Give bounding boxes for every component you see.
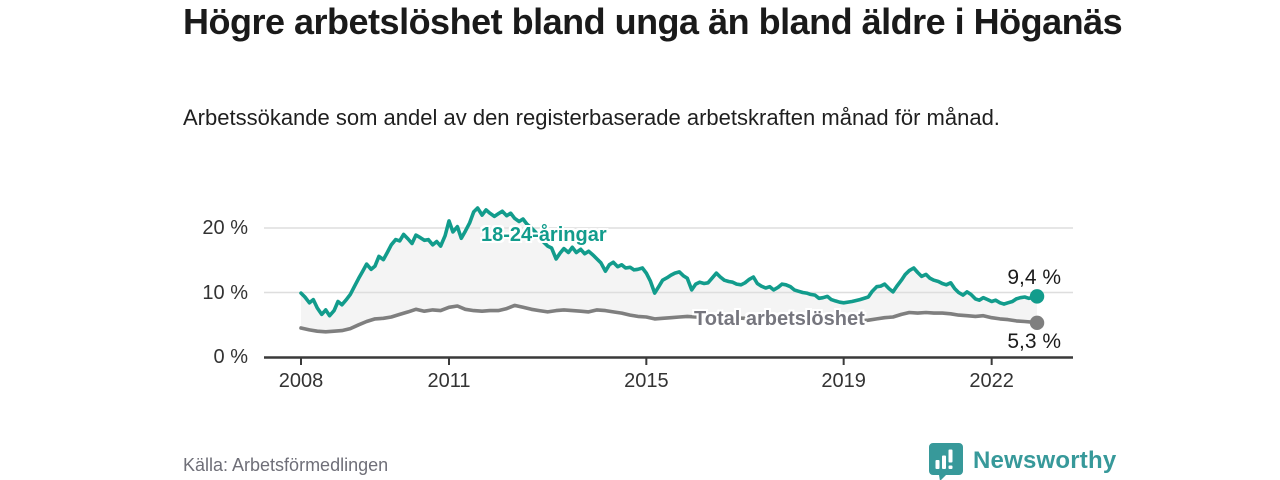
end-value-18-24: 9,4 % (1007, 266, 1062, 290)
chart-subtitle: Arbetssökande som andel av den registerb… (183, 105, 1000, 130)
x-tick-label: 2019 (821, 370, 866, 392)
x-tick-label: 2022 (969, 370, 1014, 392)
end-value-total: 5,3 % (1007, 329, 1062, 353)
x-tick-label: 2015 (624, 370, 669, 392)
y-tick-label: 10 % (202, 281, 248, 304)
y-tick-label: 0 % (213, 346, 248, 368)
newsworthy-bubble-chart-icon (929, 443, 963, 480)
chart-title: Högre arbetslöshet bland unga än bland ä… (183, 1, 1123, 42)
series-label-total: Total arbetslöshet (694, 308, 865, 330)
series-label-18-24: 18-24-åringar (481, 224, 607, 246)
newsworthy-wordmark: Newsworthy (973, 447, 1117, 474)
y-tick-label: 20 % (202, 217, 248, 239)
x-tick-label: 2008 (278, 370, 324, 392)
x-tick-label: 2011 (427, 370, 471, 392)
source-note: Källa: Arbetsförmedlingen (183, 455, 389, 475)
newsworthy-logo: Newsworthy (928, 442, 1116, 480)
